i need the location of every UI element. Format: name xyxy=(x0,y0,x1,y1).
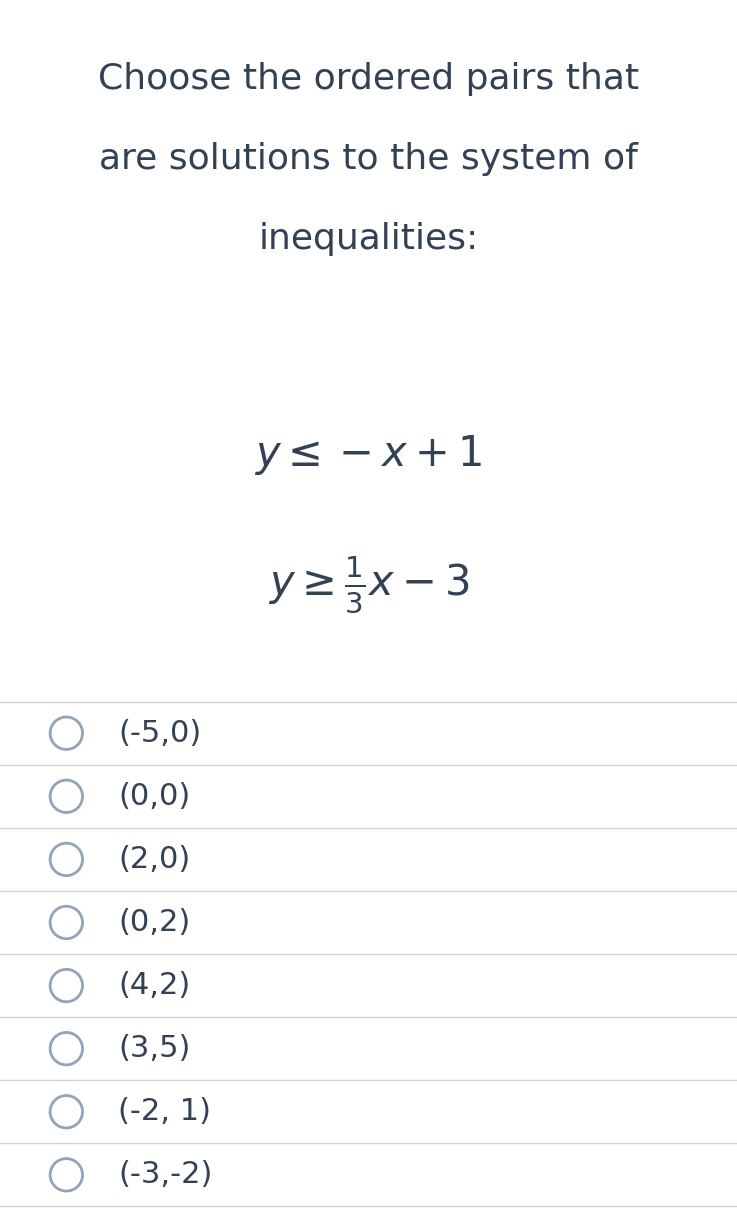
Text: $y \leq -x + 1$: $y \leq -x + 1$ xyxy=(254,433,483,478)
Text: (-3,-2): (-3,-2) xyxy=(118,1161,212,1189)
Text: (0,2): (0,2) xyxy=(118,908,190,937)
Text: (2,0): (2,0) xyxy=(118,844,190,874)
Text: (-2, 1): (-2, 1) xyxy=(118,1097,211,1126)
Text: Choose the ordered pairs that: Choose the ordered pairs that xyxy=(98,62,639,96)
Text: are solutions to the system of: are solutions to the system of xyxy=(99,142,638,176)
Text: $y \geq \frac{1}{3}x - 3$: $y \geq \frac{1}{3}x - 3$ xyxy=(268,554,469,616)
Text: (-5,0): (-5,0) xyxy=(118,719,201,747)
Text: (4,2): (4,2) xyxy=(118,971,190,1000)
Text: (0,0): (0,0) xyxy=(118,782,190,811)
Text: inequalities:: inequalities: xyxy=(259,222,478,256)
Text: (3,5): (3,5) xyxy=(118,1034,190,1064)
